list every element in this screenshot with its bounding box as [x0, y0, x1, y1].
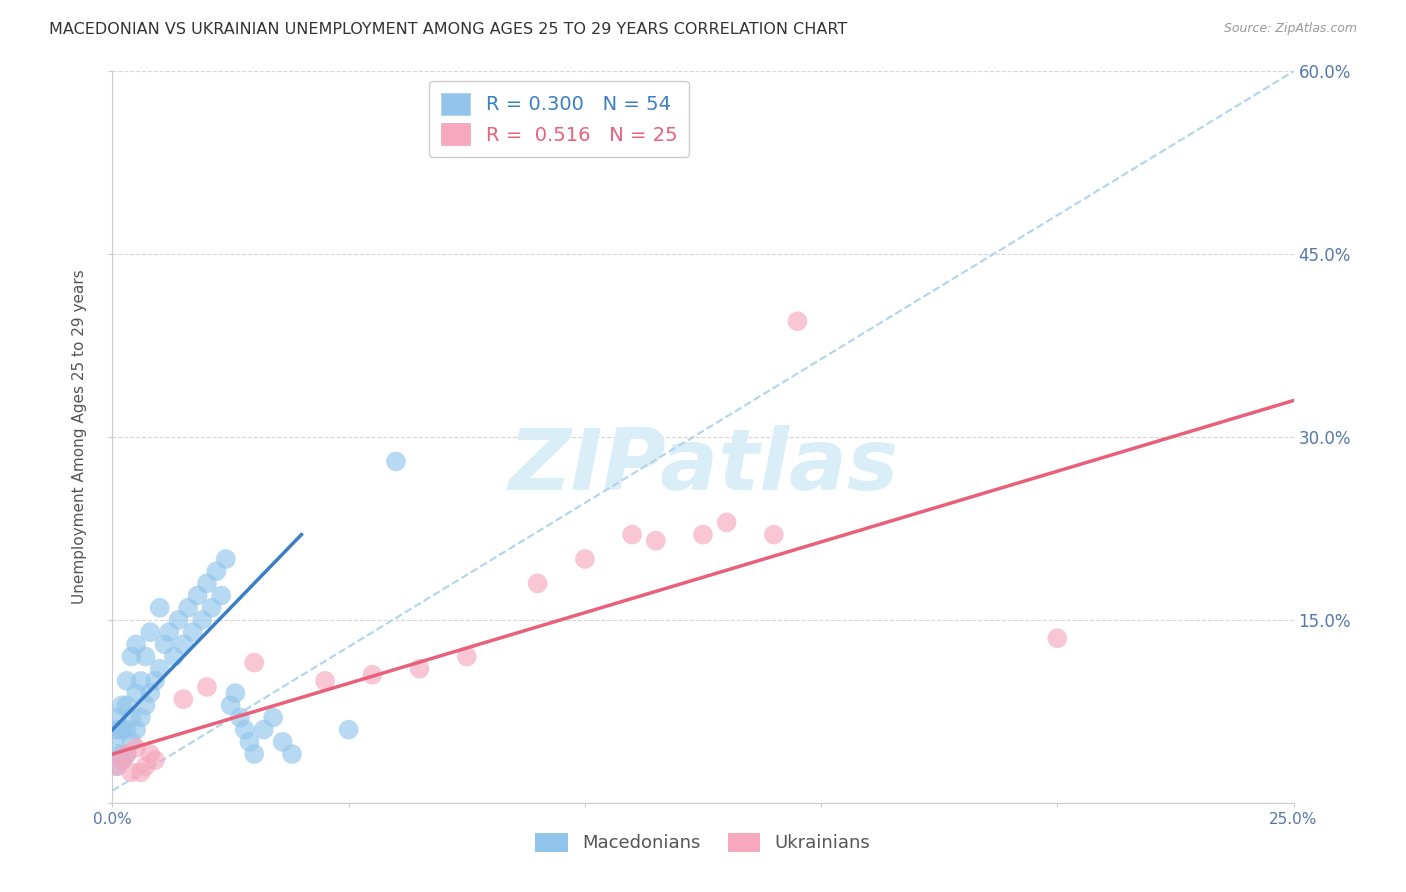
Ukrainians — [195, 680, 218, 694]
Macedonians — [233, 723, 256, 737]
Ukrainians — [361, 667, 384, 681]
Text: Source: ZipAtlas.com: Source: ZipAtlas.com — [1223, 22, 1357, 36]
Macedonians — [120, 649, 142, 664]
Macedonians — [262, 710, 284, 724]
Macedonians — [201, 600, 224, 615]
Ukrainians — [243, 656, 266, 670]
Macedonians — [243, 747, 266, 761]
Ukrainians — [621, 527, 644, 541]
Macedonians — [149, 600, 172, 615]
Macedonians — [105, 747, 128, 761]
Ukrainians — [526, 576, 548, 591]
Macedonians — [115, 673, 138, 688]
Macedonians — [111, 753, 134, 767]
Macedonians — [129, 710, 152, 724]
Macedonians — [120, 710, 142, 724]
Ukrainians — [456, 649, 478, 664]
Macedonians — [219, 698, 242, 713]
Macedonians — [224, 686, 246, 700]
Macedonians — [215, 552, 238, 566]
Macedonians — [111, 747, 134, 761]
Macedonians — [209, 589, 232, 603]
Macedonians — [115, 723, 138, 737]
Macedonians — [205, 564, 228, 578]
Macedonians — [281, 747, 304, 761]
Macedonians — [337, 723, 360, 737]
Ukrainians — [786, 314, 808, 328]
Macedonians — [115, 698, 138, 713]
Ukrainians — [408, 662, 430, 676]
Macedonians — [120, 735, 142, 749]
Macedonians — [105, 759, 128, 773]
Ukrainians — [716, 516, 738, 530]
Macedonians — [195, 576, 218, 591]
Macedonians — [271, 735, 294, 749]
Legend: Macedonians, Ukrainians: Macedonians, Ukrainians — [529, 826, 877, 860]
Macedonians — [177, 600, 200, 615]
Macedonians — [111, 723, 134, 737]
Ukrainians — [143, 753, 166, 767]
Macedonians — [129, 673, 152, 688]
Macedonians — [181, 625, 204, 640]
Ukrainians — [139, 747, 162, 761]
Ukrainians — [135, 759, 157, 773]
Macedonians — [139, 625, 162, 640]
Ukrainians — [314, 673, 336, 688]
Macedonians — [135, 698, 157, 713]
Macedonians — [186, 589, 208, 603]
Y-axis label: Unemployment Among Ages 25 to 29 years: Unemployment Among Ages 25 to 29 years — [72, 269, 87, 605]
Ukrainians — [111, 753, 134, 767]
Macedonians — [172, 637, 194, 651]
Macedonians — [135, 649, 157, 664]
Text: MACEDONIAN VS UKRAINIAN UNEMPLOYMENT AMONG AGES 25 TO 29 YEARS CORRELATION CHART: MACEDONIAN VS UKRAINIAN UNEMPLOYMENT AMO… — [49, 22, 848, 37]
Macedonians — [191, 613, 214, 627]
Macedonians — [153, 637, 176, 651]
Macedonians — [111, 698, 134, 713]
Ukrainians — [1046, 632, 1069, 646]
Ukrainians — [129, 765, 152, 780]
Macedonians — [105, 729, 128, 743]
Ukrainians — [172, 692, 194, 706]
Macedonians — [105, 723, 128, 737]
Macedonians — [238, 735, 260, 749]
Macedonians — [385, 454, 408, 468]
Ukrainians — [105, 759, 128, 773]
Ukrainians — [115, 747, 138, 761]
Text: ZIPatlas: ZIPatlas — [508, 425, 898, 508]
Ukrainians — [120, 765, 142, 780]
Ukrainians — [692, 527, 714, 541]
Macedonians — [115, 747, 138, 761]
Macedonians — [125, 686, 148, 700]
Macedonians — [167, 613, 190, 627]
Macedonians — [125, 637, 148, 651]
Ukrainians — [762, 527, 785, 541]
Macedonians — [143, 673, 166, 688]
Macedonians — [139, 686, 162, 700]
Macedonians — [229, 710, 252, 724]
Macedonians — [149, 662, 172, 676]
Macedonians — [163, 649, 186, 664]
Macedonians — [105, 710, 128, 724]
Macedonians — [253, 723, 276, 737]
Ukrainians — [574, 552, 596, 566]
Macedonians — [125, 723, 148, 737]
Macedonians — [157, 625, 180, 640]
Ukrainians — [644, 533, 666, 548]
Ukrainians — [125, 740, 148, 755]
